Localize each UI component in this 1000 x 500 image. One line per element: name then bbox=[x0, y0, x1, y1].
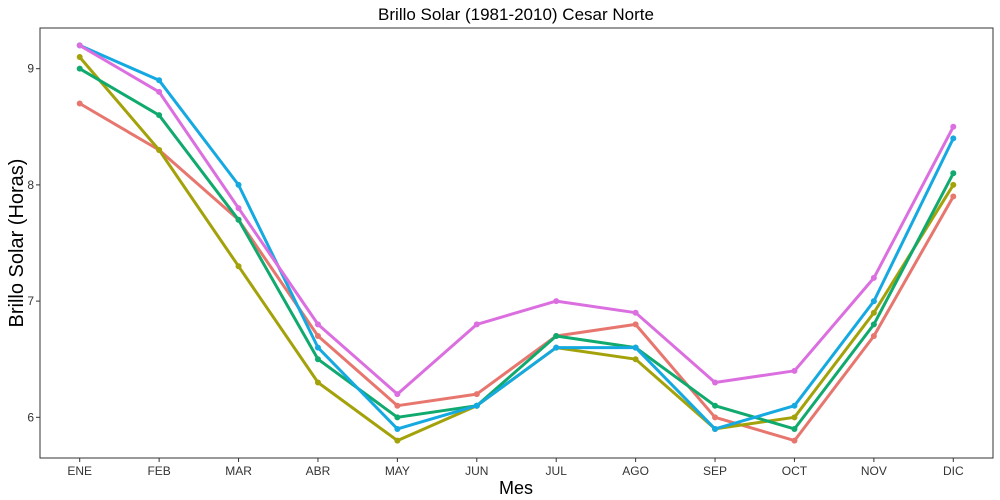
series-line bbox=[78, 67, 955, 431]
y-tick-label: 6 bbox=[27, 410, 34, 424]
x-axis-title: Mes bbox=[499, 478, 533, 498]
series-1 bbox=[76, 100, 957, 444]
data-point bbox=[156, 112, 163, 119]
x-tick-label: JUN bbox=[465, 464, 488, 478]
data-point bbox=[473, 321, 480, 328]
data-point bbox=[394, 425, 401, 432]
x-tick-label: SEP bbox=[703, 464, 727, 478]
data-point bbox=[870, 309, 877, 316]
data-point bbox=[235, 263, 242, 270]
x-tick-label: ENE bbox=[67, 464, 92, 478]
data-point bbox=[473, 391, 480, 398]
data-point bbox=[235, 181, 242, 188]
series-4 bbox=[76, 42, 957, 432]
y-axis: 6 7 8 9 bbox=[27, 62, 40, 424]
y-tick-label: 9 bbox=[27, 62, 34, 76]
chart-title: Brillo Solar (1981-2010) Cesar Norte bbox=[378, 5, 654, 24]
data-point bbox=[314, 321, 321, 328]
x-tick-label: NOV bbox=[861, 464, 887, 478]
data-point bbox=[712, 402, 719, 409]
data-point bbox=[791, 402, 798, 409]
panel-border bbox=[39, 27, 994, 459]
data-point bbox=[156, 77, 163, 84]
data-point bbox=[394, 437, 401, 444]
x-tick-label: MAR bbox=[225, 464, 252, 478]
x-tick-label: AGO bbox=[622, 464, 649, 478]
x-tick-label: MAY bbox=[385, 464, 410, 478]
data-point bbox=[76, 65, 83, 72]
y-axis-title: Brillo Solar (Horas) bbox=[6, 159, 28, 328]
data-point bbox=[394, 391, 401, 398]
data-point bbox=[870, 321, 877, 328]
series-2 bbox=[76, 54, 957, 444]
data-point bbox=[791, 425, 798, 432]
plot-panel bbox=[39, 27, 994, 459]
data-point bbox=[632, 344, 639, 351]
data-point bbox=[950, 135, 957, 142]
data-point bbox=[632, 309, 639, 316]
data-point bbox=[950, 123, 957, 130]
data-point bbox=[791, 437, 798, 444]
data-point bbox=[76, 54, 83, 61]
data-point bbox=[870, 332, 877, 339]
data-point bbox=[950, 170, 957, 177]
data-point bbox=[950, 181, 957, 188]
data-point bbox=[235, 216, 242, 223]
data-point bbox=[394, 402, 401, 409]
data-point bbox=[156, 147, 163, 154]
series-5 bbox=[76, 42, 957, 398]
data-point bbox=[632, 321, 639, 328]
data-point bbox=[870, 274, 877, 281]
data-point bbox=[791, 414, 798, 421]
data-point bbox=[314, 332, 321, 339]
data-point bbox=[235, 205, 242, 212]
data-point bbox=[712, 425, 719, 432]
data-point bbox=[76, 42, 83, 49]
series-line bbox=[78, 55, 955, 443]
x-tick-label: OCT bbox=[782, 464, 808, 478]
data-point bbox=[156, 88, 163, 95]
data-point bbox=[394, 414, 401, 421]
data-point bbox=[553, 344, 560, 351]
series-layer bbox=[76, 42, 957, 444]
data-point bbox=[553, 332, 560, 339]
x-tick-label: ABR bbox=[306, 464, 331, 478]
x-tick-label: FEB bbox=[147, 464, 170, 478]
x-axis: ENE FEB MAR ABR MAY JUN JUL AGO SEP OCT NOV DIC bbox=[67, 458, 964, 478]
data-point bbox=[870, 298, 877, 305]
data-point bbox=[473, 402, 480, 409]
data-point bbox=[314, 356, 321, 363]
y-tick-label: 7 bbox=[27, 294, 34, 308]
series-line bbox=[78, 102, 955, 443]
x-tick-label: DIC bbox=[943, 464, 964, 478]
x-tick-label: JUL bbox=[546, 464, 568, 478]
data-point bbox=[553, 298, 560, 305]
data-point bbox=[712, 379, 719, 386]
data-point bbox=[950, 193, 957, 200]
y-tick-label: 8 bbox=[27, 178, 34, 192]
data-point bbox=[314, 379, 321, 386]
data-point bbox=[76, 100, 83, 107]
data-point bbox=[632, 356, 639, 363]
data-point bbox=[712, 414, 719, 421]
series-line bbox=[78, 43, 955, 431]
data-point bbox=[791, 367, 798, 374]
series-line bbox=[78, 43, 955, 396]
data-point bbox=[314, 344, 321, 351]
